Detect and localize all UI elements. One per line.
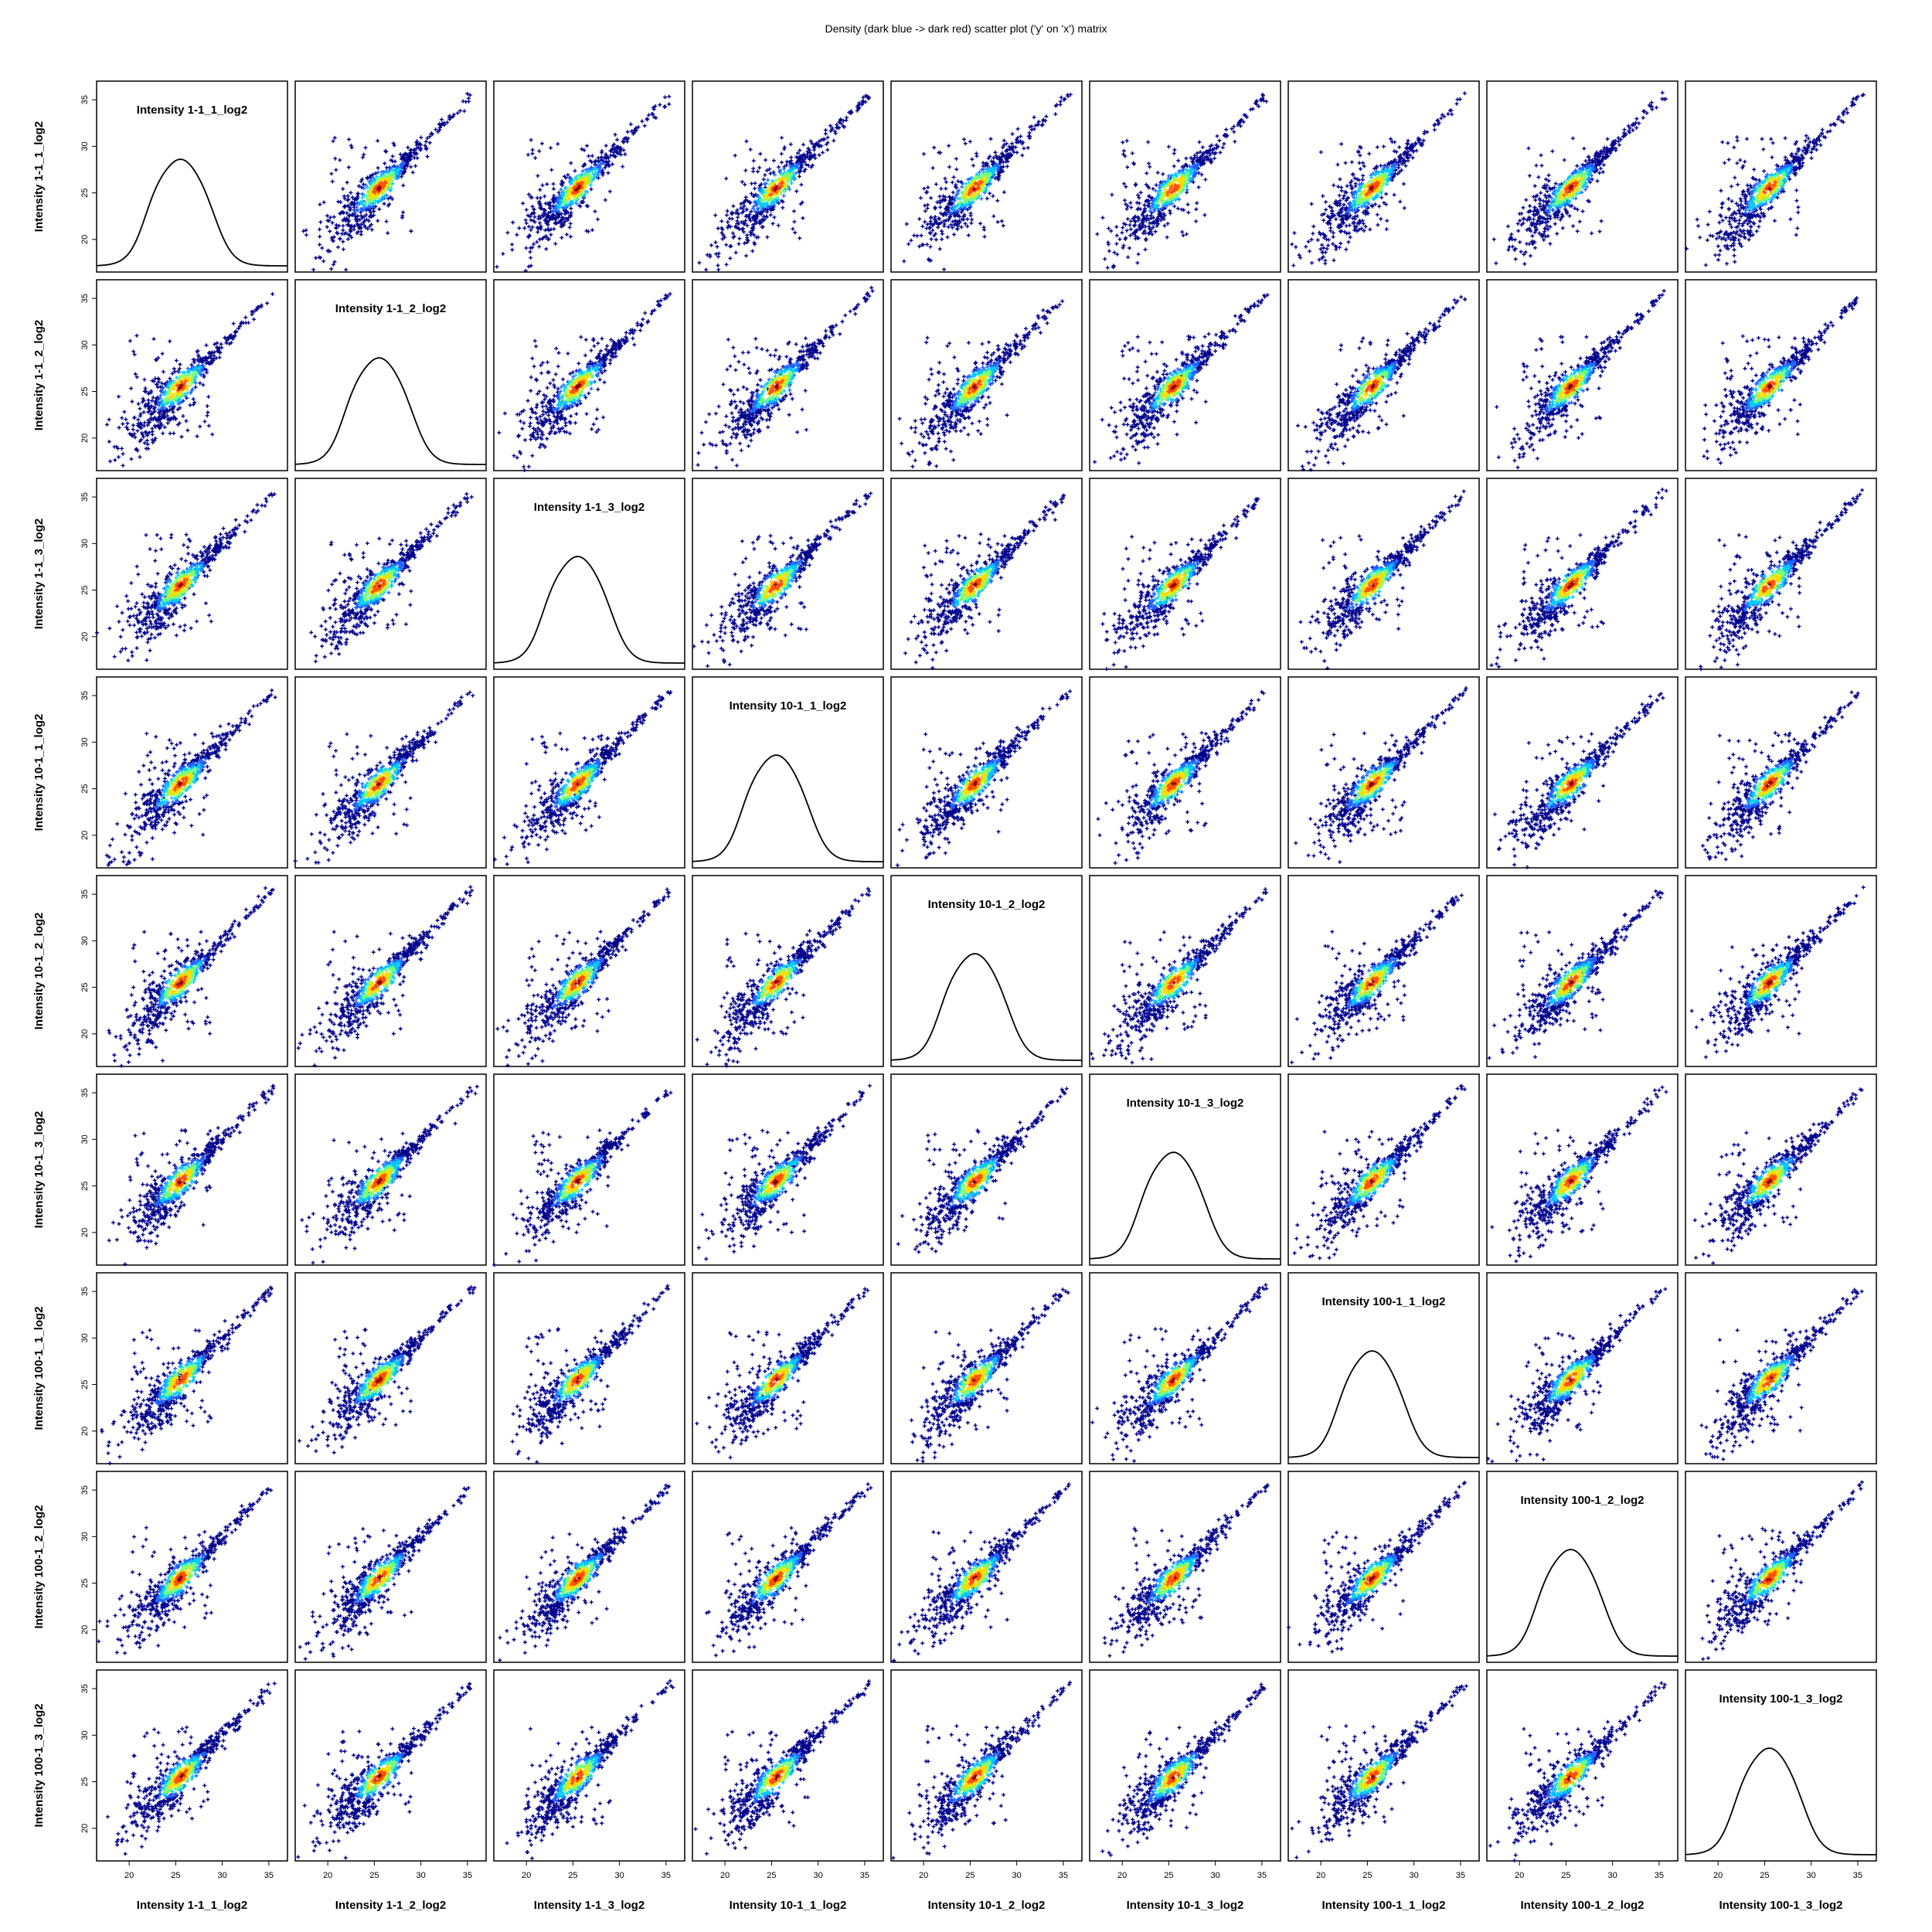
- y-tick-label: 20: [80, 235, 90, 244]
- y-tick-label: 35: [80, 95, 90, 104]
- y-tick-label: 30: [80, 141, 90, 151]
- panel-0-0: Intensity 1-1_1_log2 20 25 30 35 Intensity 1-…: [32, 81, 287, 272]
- panel-0-5: [1090, 81, 1281, 272]
- panel-0-1: [295, 81, 486, 272]
- diagonal-label: Intensity 1-1_1_log2: [137, 104, 247, 117]
- panel-0-3: [692, 81, 883, 272]
- chart-title: Density (dark blue -> dark red) scatter …: [825, 22, 1107, 35]
- panel-0-2: [494, 81, 685, 273]
- panel-0-4: [891, 81, 1082, 272]
- panel-0-6: [1288, 81, 1479, 272]
- y-axis-label: Intensity 1-1_1_log2: [32, 121, 46, 232]
- y-tick-label: 25: [80, 188, 90, 197]
